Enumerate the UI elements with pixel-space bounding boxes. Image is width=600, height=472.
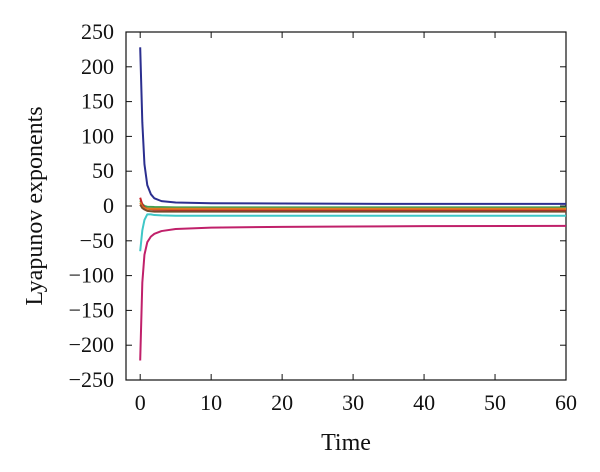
series-line-3 [139, 197, 566, 212]
y-tick-label: 0 [103, 193, 114, 218]
y-tick-label: 200 [81, 54, 114, 79]
y-tick-label: −150 [69, 297, 114, 322]
y-tick-label: −250 [69, 367, 114, 392]
plot-frame [125, 31, 567, 381]
x-axis-title: Time [321, 430, 371, 456]
x-tick-label: 40 [413, 390, 435, 415]
x-tick-label: 0 [135, 390, 146, 415]
x-tick-label: 60 [555, 390, 577, 415]
y-tick-label: 50 [92, 158, 114, 183]
y-axis-title: Lyapunov exponents [22, 106, 48, 305]
y-tick-label: 150 [81, 89, 114, 114]
series-line-5 [139, 204, 566, 213]
x-axis: 0 10 20 30 40 50 60 [135, 32, 577, 415]
series-line-4 [139, 202, 566, 210]
y-tick-label: −50 [80, 228, 114, 253]
series-line-1 [139, 47, 566, 205]
y-tick-label: −100 [69, 263, 114, 288]
plot-area [125, 31, 567, 381]
x-tick-label: 20 [271, 390, 293, 415]
x-tick-label: 30 [342, 390, 364, 415]
y-tick-label: 250 [81, 19, 114, 44]
y-axis: 250 200 150 100 50 0 −50 −100 −150 −200 −250 [69, 19, 566, 392]
x-tick-label: 50 [484, 390, 506, 415]
series-line-7 [139, 224, 567, 361]
y-tick-label: −200 [69, 332, 114, 357]
y-tick-label: 100 [81, 123, 114, 148]
x-tick-label: 10 [200, 390, 222, 415]
series-line-6 [139, 213, 566, 252]
